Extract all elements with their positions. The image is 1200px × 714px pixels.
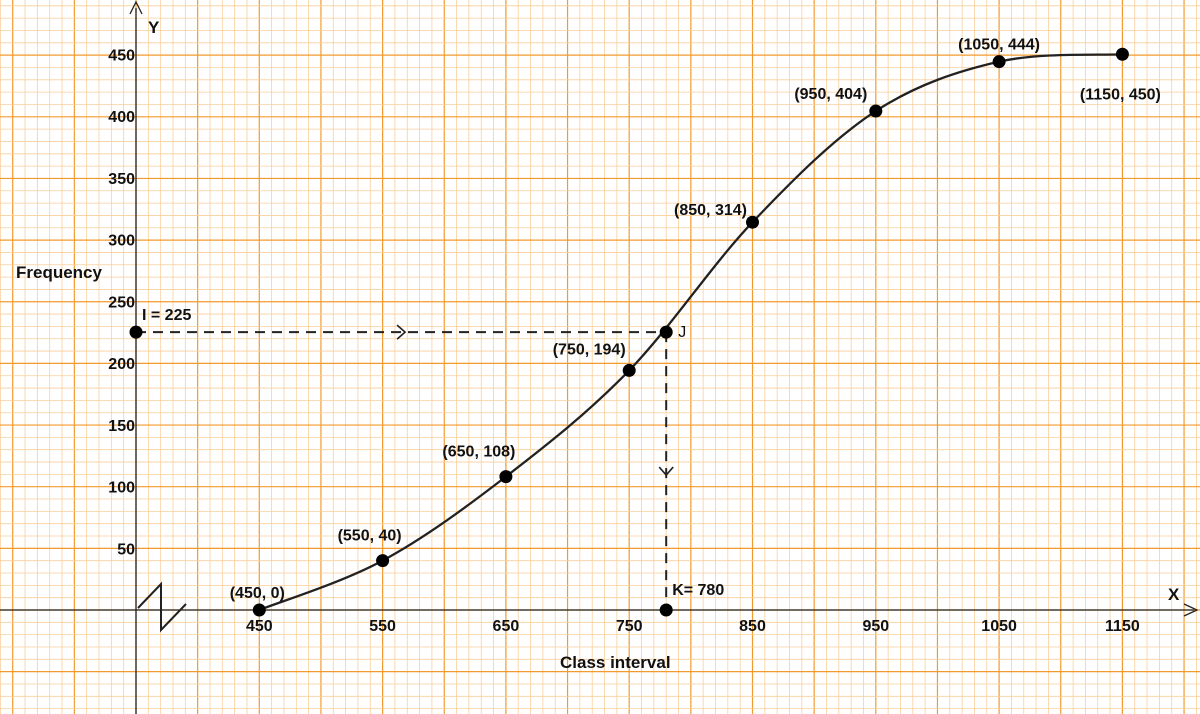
- point-k: [659, 603, 673, 617]
- axis-break: [137, 581, 187, 633]
- x-tick-label: 650: [493, 618, 520, 635]
- y-tick-label: 250: [108, 294, 135, 311]
- label-k: K= 780: [672, 582, 724, 599]
- data-point: [1115, 47, 1129, 61]
- x-tick-label: 850: [739, 618, 766, 635]
- point-j: [659, 325, 673, 339]
- data-point: [252, 603, 266, 617]
- y-tick-label: 100: [108, 480, 135, 497]
- y-tick-label: 200: [108, 356, 135, 373]
- point-i: [129, 325, 143, 339]
- x-tick-label: 450: [246, 618, 273, 635]
- y-tick-label: 150: [108, 418, 135, 435]
- data-label: (950, 404): [794, 86, 867, 103]
- x-tick-label: 1150: [1105, 618, 1140, 635]
- data-point: [992, 55, 1006, 69]
- data-label: (650, 108): [442, 444, 515, 461]
- x-tick-label: 750: [616, 618, 643, 635]
- y-axis-label: Frequency: [16, 263, 103, 282]
- guide-arrow-right: [396, 324, 407, 340]
- data-label: (1150, 450): [1080, 86, 1161, 103]
- median-guides: [136, 324, 674, 610]
- tick-labels: 450 550 650 750 850 950 1050 1150 50 100 150 200 250…: [108, 47, 1140, 635]
- x-tick-label: 1050: [981, 618, 1017, 635]
- label-j: J: [678, 324, 686, 341]
- x-tick-label: 550: [369, 618, 396, 635]
- y-tick-label: 50: [117, 541, 135, 558]
- guide-arrow-down: [658, 466, 674, 477]
- data-label: (750, 194): [553, 341, 626, 358]
- ogive-line: [258, 53, 1123, 612]
- y-tick-label: 300: [108, 233, 135, 250]
- y-axis-name: Y: [148, 18, 160, 37]
- data-points: [252, 47, 1129, 617]
- x-axis-arrow: [1183, 603, 1199, 617]
- data-point: [499, 470, 513, 484]
- data-point: [869, 104, 883, 118]
- y-tick-label: 350: [108, 171, 135, 188]
- x-tick-label: 950: [862, 618, 889, 635]
- data-label: (1050, 444): [958, 37, 1040, 54]
- data-label: (550, 40): [338, 528, 402, 545]
- ogive-curve: [258, 53, 1123, 612]
- y-tick-label: 450: [108, 47, 135, 64]
- data-label: (850, 314): [674, 202, 747, 219]
- y-axis-arrow: [129, 0, 143, 15]
- data-label: (450, 0): [230, 585, 285, 602]
- label-i: I = 225: [142, 307, 191, 324]
- y-tick-label: 400: [108, 109, 135, 126]
- data-point: [746, 215, 759, 229]
- point-labels: (450, 0) (550, 40) (650, 108) (750, 194) (85…: [230, 37, 1161, 602]
- annotations: I = 225 J K= 780: [129, 307, 724, 617]
- x-axis-label: Class interval: [560, 653, 671, 672]
- x-axis-name: X: [1168, 585, 1180, 604]
- data-point: [376, 554, 390, 568]
- data-point: [622, 363, 636, 377]
